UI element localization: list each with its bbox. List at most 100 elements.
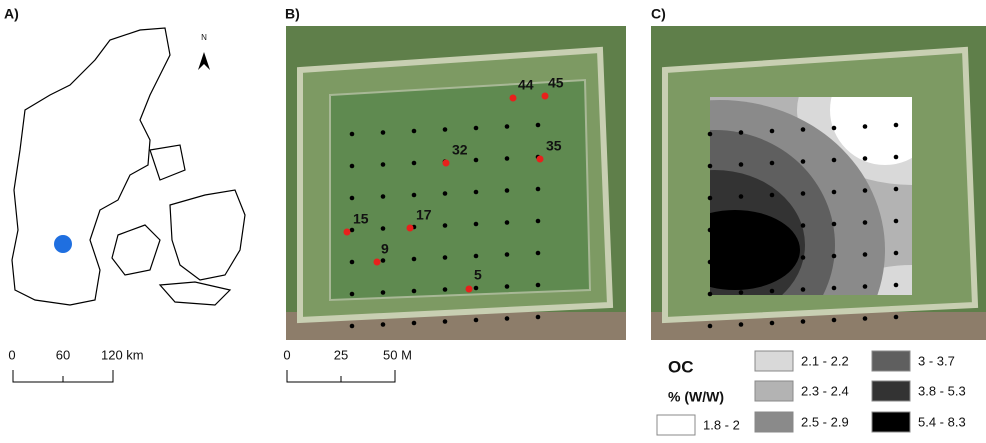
sample-point — [380, 290, 386, 295]
sample-point — [473, 253, 479, 259]
legend-label: 2.1 - 2.2 — [801, 353, 849, 368]
sample-point — [800, 287, 806, 292]
legend-swatch — [754, 411, 794, 433]
sample-point — [800, 127, 806, 132]
sample-point — [504, 252, 510, 257]
sample-point — [473, 157, 479, 163]
sample-point — [862, 252, 868, 257]
island-zealand — [169, 189, 246, 281]
sample-point — [535, 122, 541, 128]
sample-point — [800, 223, 806, 228]
site-marker — [54, 235, 72, 253]
north-label: N — [201, 33, 207, 42]
sample-point — [769, 160, 775, 166]
panel-label: C) — [651, 6, 666, 22]
sample-point — [473, 189, 479, 195]
sample-label: 32 — [452, 142, 468, 158]
sample-point — [862, 124, 868, 129]
sample-point — [831, 317, 837, 323]
island-djursland — [149, 144, 186, 181]
scale-label: 120 km — [101, 347, 144, 362]
scale-bar — [286, 370, 396, 383]
sample-point — [769, 128, 775, 134]
sample-highlight — [541, 92, 549, 100]
sample-highlight — [373, 258, 381, 266]
sample-label: 44 — [518, 77, 534, 93]
sample-point — [349, 195, 355, 201]
contour-zone — [710, 210, 800, 290]
sample-point — [535, 250, 541, 256]
sample-point — [707, 163, 713, 169]
sample-point — [504, 188, 510, 193]
legend-label: 2.3 - 2.4 — [801, 383, 849, 398]
sample-point — [442, 223, 448, 228]
sample-point — [535, 282, 541, 288]
sample-point — [738, 258, 744, 263]
sample-point — [893, 122, 899, 128]
legend-swatch — [754, 350, 794, 372]
sample-point — [442, 191, 448, 196]
sample-point — [862, 156, 868, 161]
sample-point — [831, 221, 837, 227]
sample-point — [893, 282, 899, 288]
legend-swatch — [871, 411, 911, 433]
sample-point — [380, 162, 386, 167]
sample-point — [800, 255, 806, 260]
sample-label: 45 — [548, 75, 564, 91]
legend-subtitle: % (W/W) — [668, 389, 724, 405]
sample-point — [862, 316, 868, 321]
legend-label: 5.4 - 8.3 — [918, 414, 966, 429]
sample-point — [707, 195, 713, 201]
scale-label: 0 — [8, 347, 15, 362]
sample-point — [769, 224, 775, 230]
sample-point — [442, 319, 448, 324]
scale-label: 50 M — [383, 347, 412, 362]
sample-point — [831, 189, 837, 195]
scale-bar — [12, 370, 114, 383]
sample-point — [707, 291, 713, 297]
sample-highlight — [343, 228, 351, 236]
sample-point — [769, 288, 775, 294]
sample-label: 35 — [546, 138, 562, 154]
sample-point — [349, 227, 355, 233]
sample-point — [442, 287, 448, 292]
legend-label: 2.5 - 2.9 — [801, 414, 849, 429]
sample-point — [473, 285, 479, 291]
panel-label: A) — [4, 6, 19, 22]
sample-point — [738, 162, 744, 167]
sample-point — [893, 218, 899, 224]
sample-point — [349, 291, 355, 297]
sample-point — [473, 221, 479, 227]
sample-point — [831, 285, 837, 291]
sample-point — [831, 157, 837, 163]
legend-swatch — [656, 414, 696, 436]
sample-point — [504, 220, 510, 225]
sample-point — [769, 320, 775, 326]
sample-point — [411, 160, 417, 166]
sample-point — [893, 154, 899, 160]
sample-point — [707, 227, 713, 233]
sample-point — [411, 288, 417, 294]
legend-label: 3 - 3.7 — [918, 353, 955, 368]
sample-point — [473, 317, 479, 323]
sample-point — [349, 259, 355, 265]
sample-point — [893, 314, 899, 320]
field — [329, 78, 592, 302]
sample-point — [411, 192, 417, 198]
sample-point — [862, 220, 868, 225]
legend-title: OC — [668, 357, 694, 376]
sample-point — [504, 156, 510, 161]
sample-point — [411, 320, 417, 326]
sample-point — [411, 256, 417, 262]
sample-label: 5 — [474, 267, 482, 283]
sample-point — [738, 290, 744, 295]
sample-point — [769, 192, 775, 198]
sample-point — [707, 323, 713, 329]
sample-point — [411, 128, 417, 134]
sample-point — [738, 194, 744, 199]
denmark-outline — [11, 27, 171, 306]
sample-point — [473, 125, 479, 131]
island-lolland — [158, 281, 232, 306]
sample-point — [504, 284, 510, 289]
